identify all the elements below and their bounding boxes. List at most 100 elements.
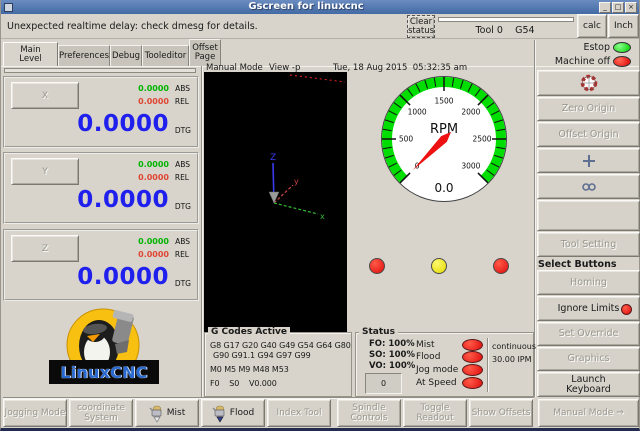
view-label: View -p (269, 63, 301, 73)
launch-keyboard-label: Launch Keyboard (566, 373, 611, 395)
mist-button-label: Mist (166, 408, 186, 418)
viewer-header: Manual Mode View -p Tue, 18 Aug 2015 05:… (204, 63, 534, 73)
tab-preferences[interactable]: Preferences (58, 45, 110, 66)
at-speed-label: At Speed (416, 378, 457, 388)
spindle-override: SO: 100% (369, 350, 415, 360)
velocity-override: VO: 100% (369, 361, 416, 371)
machine-off-led[interactable] (613, 56, 631, 67)
dro-panel-y: Y 0.0000 ABS 0.0000 REL 0.0000 DTG (3, 152, 199, 224)
abs-label: ABS (175, 84, 190, 93)
y-rel-value: 0.0000 (138, 173, 169, 182)
estop-wheel-icon (580, 74, 597, 92)
counter-box[interactable]: 0 (365, 373, 402, 394)
tab-debug[interactable]: Debug (110, 45, 142, 66)
toggle-readout-button[interactable]: Toggle Readout (403, 399, 467, 427)
view-tool-button[interactable] (537, 174, 640, 199)
flood-label: Flood (416, 352, 441, 362)
dtg-label: DTG (174, 279, 191, 288)
flood-button[interactable]: Flood (201, 399, 265, 427)
index-tool-button[interactable]: Index Tool (267, 399, 331, 427)
rel-label: REL (174, 173, 189, 182)
abs-label: ABS (175, 160, 190, 169)
ignore-limits-button[interactable]: Ignore Limits (537, 296, 640, 321)
tool-cone (268, 191, 280, 204)
x-axis-label: x (320, 212, 325, 221)
z-rel-value: 0.0000 (138, 250, 169, 259)
set-override-button[interactable]: Set Override (537, 322, 640, 346)
mcodes-line: M0 M5 M9 M48 M53 (210, 365, 289, 374)
y-abs-value: 0.0000 (138, 160, 169, 169)
feed-override: FO: 100% (369, 339, 415, 349)
mist-button[interactable]: Mist (135, 399, 199, 427)
tab-offset-page[interactable]: Offset Page (189, 39, 221, 66)
active-coord-system: G54 (515, 25, 535, 36)
select-buttons-label: Select Buttons (538, 259, 617, 270)
estop-led[interactable] (613, 42, 631, 53)
status-frame: Status FO: 100% SO: 100% VO: 100% 0 Mist… (355, 327, 536, 397)
linuxcnc-logo: LinuxCNC (3, 300, 199, 397)
top-status-bar: Unexpected realtime delay: check dmesg f… (1, 14, 639, 39)
realtime-delay-message: Unexpected realtime delay: check dmesg f… (7, 21, 258, 32)
tab-tooleditor[interactable]: Tooleditor (142, 45, 189, 66)
homing-button[interactable]: Homing (537, 270, 640, 295)
svg-text:500: 500 (399, 135, 414, 144)
gauge-value: 0.0 (434, 181, 453, 195)
mist-label: Mist (416, 340, 435, 350)
graphics-button[interactable]: Graphics (537, 347, 640, 371)
svg-text:1500: 1500 (434, 97, 453, 106)
flood-coolant-icon (212, 405, 225, 423)
rel-label: REL (174, 250, 189, 259)
y-axis-label: y (294, 177, 299, 186)
status-title: Status (359, 327, 398, 337)
tool-setting-button[interactable]: Tool Setting (537, 232, 640, 257)
z-abs-value: 0.0000 (138, 237, 169, 246)
gcodes-line1: G8 G17 G20 G40 G49 G54 G64 G80 (210, 341, 351, 350)
flood-led (462, 351, 483, 363)
jogging-mode-button[interactable]: Jogging Mode (3, 399, 67, 427)
zero-origin-button[interactable]: Zero Origin (537, 97, 640, 121)
dro-panel-x: X 0.0000 ABS 0.0000 REL 0.0000 DTG (3, 76, 199, 148)
logo-text: LinuxCNC (60, 362, 148, 382)
manual-mode-label: Manual Mode (553, 408, 614, 418)
gremlin-preview[interactable]: Z y x (204, 72, 347, 332)
titlebar: Gscreen for linuxcnc _ □ × (1, 0, 639, 14)
status-separator (487, 338, 489, 392)
machine-power-button[interactable] (537, 70, 640, 96)
axis-z-button[interactable]: Z (11, 235, 79, 262)
spindle-rpm-gauge: 050010001500200025003000 RPM 0.0 (377, 75, 511, 205)
binoculars-icon (581, 182, 596, 191)
axis-x-button[interactable]: X (11, 82, 79, 109)
flood-button-label: Flood (229, 408, 255, 418)
minimize-button[interactable]: _ (599, 1, 611, 13)
left-separator (201, 66, 203, 397)
clear-status-button[interactable]: Clear status (407, 15, 435, 38)
axis-y-button[interactable]: Y (11, 158, 79, 185)
abs-label: ABS (175, 237, 190, 246)
logo-banner: LinuxCNC (49, 360, 159, 384)
mist-led (462, 339, 483, 351)
tab-main-level[interactable]: Main Level (3, 42, 58, 66)
svg-text:3000: 3000 (461, 161, 480, 170)
coordinate-system-button[interactable]: coordinate System (69, 399, 133, 427)
offset-origin-button[interactable]: Offset Origin (537, 122, 640, 147)
close-button[interactable]: × (625, 1, 637, 13)
svg-text:1000: 1000 (408, 108, 427, 117)
units-button[interactable]: Inch (608, 14, 639, 38)
manual-mode-button[interactable]: Manual Mode ⇒ (538, 399, 639, 427)
blank-button[interactable] (537, 200, 640, 231)
spindle-controls-button[interactable]: Spindle Controls (337, 399, 401, 427)
jog-mode-led (462, 364, 483, 376)
y-axis-line (273, 184, 294, 204)
progress-bar (438, 17, 574, 22)
spindle-reverse-light (369, 258, 385, 274)
move-to-origin-button[interactable] (537, 148, 640, 173)
machine-off-label: Machine off (554, 56, 610, 67)
show-offsets-button[interactable]: Show Offsets (469, 399, 533, 427)
ignore-limits-led (621, 304, 632, 315)
launch-keyboard-button[interactable]: Launch Keyboard (537, 372, 640, 397)
maximize-button[interactable]: □ (612, 1, 624, 13)
jog-rate-value: 30.00 IPM (492, 355, 532, 364)
z-dtg-value: 0.0000 (77, 264, 169, 290)
dro-panel-z: Z 0.0000 ABS 0.0000 REL 0.0000 DTG (3, 229, 199, 301)
calc-button[interactable]: calc (577, 14, 607, 38)
